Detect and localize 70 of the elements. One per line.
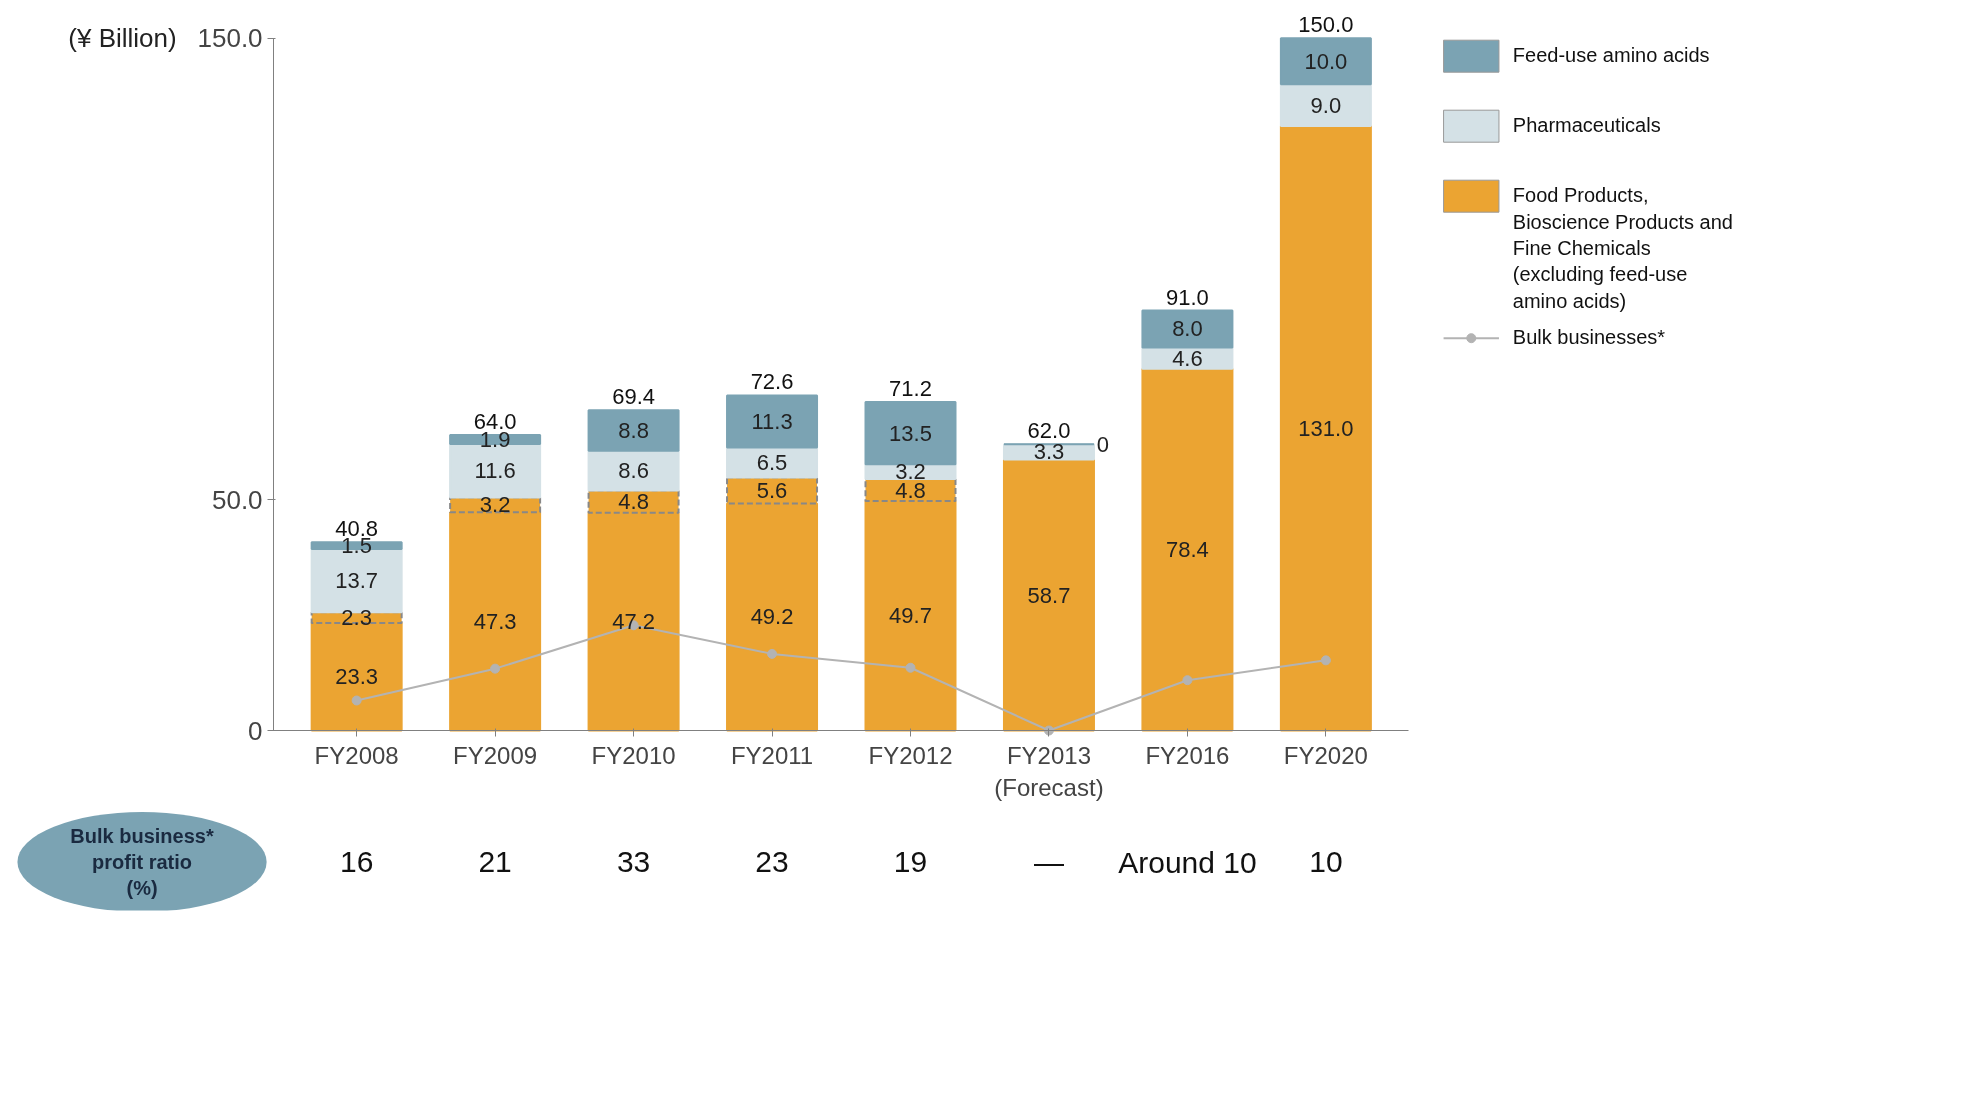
legend-label: Food Products, Bioscience Products and Fine Chemicals (excluding feed-use amino acids) bbox=[1512, 184, 1733, 312]
text: 16 bbox=[339, 845, 374, 879]
data-label: 5.6 bbox=[756, 478, 788, 503]
data-label: 131.0 bbox=[1298, 415, 1354, 441]
total-label: 72.6 bbox=[750, 369, 794, 395]
data-label: 8.0 bbox=[1172, 316, 1203, 342]
data-label: 49.7 bbox=[889, 603, 932, 629]
x-tick-label: FY2010 bbox=[591, 741, 676, 769]
bar bbox=[1002, 458, 1095, 732]
total-label: 91.0 bbox=[1166, 284, 1209, 310]
text: 21 bbox=[478, 845, 512, 879]
data-label: 10.0 bbox=[1304, 48, 1348, 74]
point bbox=[1320, 655, 1331, 666]
point bbox=[1182, 675, 1193, 686]
data-label: 58.7 bbox=[1027, 582, 1071, 608]
legend-label: Feed-use amino acids bbox=[1512, 44, 1710, 67]
data-label: 13.7 bbox=[335, 568, 379, 594]
x-tick-label: FY2013 (Forecast) bbox=[994, 741, 1104, 801]
bar bbox=[1279, 83, 1372, 127]
x-tick-label: FY2008 bbox=[314, 741, 399, 769]
data-label: 3.2 bbox=[479, 492, 511, 518]
bar bbox=[587, 449, 680, 492]
data-label: 49.2 bbox=[750, 604, 794, 630]
y-tick-label: 50.0 bbox=[211, 484, 263, 515]
point bbox=[490, 663, 501, 674]
data-label: 11.3 bbox=[751, 409, 793, 434]
total-label: 71.2 bbox=[889, 375, 932, 401]
data-label: 8.6 bbox=[618, 458, 649, 484]
text: Around 10 bbox=[1118, 845, 1257, 879]
x-tick-label: FY2016 bbox=[1145, 741, 1230, 769]
data-label: 9.0 bbox=[1310, 92, 1342, 118]
data-label: 78.4 bbox=[1166, 537, 1209, 563]
data-label: 4.8 bbox=[618, 489, 649, 515]
bar bbox=[1279, 124, 1372, 732]
legend-label: Pharmaceuticals bbox=[1512, 114, 1661, 137]
data-label: 13.5 bbox=[889, 420, 932, 446]
y-tick-label: 0 bbox=[248, 715, 263, 746]
bar bbox=[726, 394, 819, 449]
bar bbox=[864, 400, 957, 466]
y-axis-title: (¥ Billion) bbox=[68, 23, 177, 54]
text: 10 bbox=[1309, 845, 1343, 879]
bar bbox=[1279, 37, 1372, 86]
data-label: 4.6 bbox=[1172, 345, 1203, 371]
y-tick-label: 150.0 bbox=[197, 23, 263, 54]
data-label: 8.8 bbox=[618, 418, 649, 443]
total-label: 69.4 bbox=[612, 384, 655, 410]
bar bbox=[587, 409, 680, 452]
point bbox=[767, 648, 778, 659]
data-label: 0 bbox=[1096, 431, 1109, 457]
data-label: 23.3 bbox=[335, 664, 379, 690]
text: 33 bbox=[616, 845, 651, 879]
bar bbox=[1141, 367, 1234, 732]
legend-label: Bulk businesses* bbox=[1512, 326, 1666, 349]
text: 23 bbox=[755, 845, 789, 879]
text: Bulk business* profit ratio (%) bbox=[70, 824, 214, 900]
data-label: 11.6 bbox=[474, 458, 516, 484]
x-tick-label: FY2009 bbox=[453, 741, 538, 769]
data-label: 47.3 bbox=[473, 608, 517, 634]
data-label: 6.5 bbox=[756, 450, 788, 476]
point bbox=[905, 662, 916, 673]
x-tick-label: FY2012 bbox=[868, 741, 953, 769]
total-label: 150.0 bbox=[1298, 12, 1354, 38]
bar bbox=[1141, 309, 1234, 349]
x-tick-label: FY2011 bbox=[730, 741, 814, 769]
x-tick-label: FY2020 bbox=[1283, 741, 1368, 769]
text: — bbox=[1033, 845, 1064, 879]
data-label: 2.3 bbox=[341, 605, 372, 631]
point bbox=[351, 695, 362, 706]
data-label: 47.2 bbox=[612, 609, 655, 635]
text: 19 bbox=[893, 845, 928, 879]
